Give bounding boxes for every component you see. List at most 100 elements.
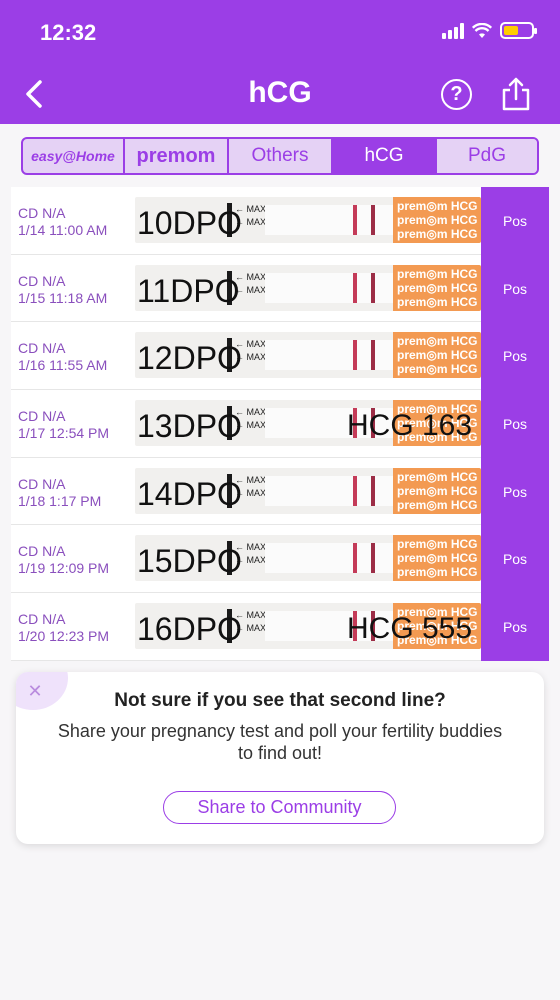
result-badge[interactable]: Pos: [481, 390, 549, 458]
tab-premom[interactable]: premom: [125, 139, 229, 173]
row-meta: CD N/A 1/20 12:23 PM: [18, 611, 109, 645]
test-datetime: 1/14 11:00 AM: [18, 222, 108, 238]
max-label: ← MAX: [235, 204, 267, 214]
strip-marker: [227, 270, 232, 305]
test-strip-photo[interactable]: ← MAX ← MAX prem◎m HCG prem◎m HCG prem◎m H…: [135, 603, 481, 650]
control-line: [371, 205, 375, 235]
strip-marker: [227, 541, 232, 576]
max-labels: ← MAX ← MAX: [235, 271, 266, 297]
strip-brand-label: prem◎m HCG prem◎m HCG prem◎m HCG: [393, 332, 481, 379]
max-label: ← MAX: [235, 217, 267, 227]
result-badge[interactable]: Pos: [481, 187, 549, 255]
card-title: Not sure if you see that second line?: [114, 690, 446, 711]
max-label: ← MAX: [235, 339, 267, 350]
test-strip-photo[interactable]: ← MAX ← MAX prem◎m HCG prem◎m HCG prem◎m H…: [135, 467, 481, 514]
test-strip-photo[interactable]: ← MAX ← MAX prem◎m HCG prem◎m HCG prem◎m H…: [135, 400, 481, 447]
test-row[interactable]: CD N/A 1/17 12:54 PM ← MAX ← MAX prem◎m …: [11, 390, 549, 458]
strip-marker: [227, 609, 232, 644]
test-list: CD N/A 1/14 11:00 AM ← MAX ← MAX prem◎m …: [11, 187, 549, 661]
dpo-label: 11DPO: [137, 272, 240, 309]
row-meta: CD N/A 1/14 11:00 AM: [18, 205, 107, 239]
max-label: ← MAX: [235, 352, 267, 363]
dpo-label: 14DPO: [137, 475, 242, 512]
tab-pdg[interactable]: PdG: [437, 139, 537, 173]
help-button[interactable]: ?: [441, 79, 472, 110]
strip-result-window: [265, 340, 395, 371]
app-header: 12:32 hCG ?: [0, 0, 560, 124]
strip-brand-label: prem◎m HCG prem◎m HCG prem◎m HCG: [393, 603, 481, 650]
cellular-signal-icon: [442, 22, 464, 39]
test-line: [353, 611, 357, 642]
test-datetime: 1/16 11:55 AM: [18, 357, 108, 374]
result-badge[interactable]: Pos: [481, 525, 549, 594]
row-meta: CD N/A 1/17 12:54 PM: [18, 408, 109, 442]
max-label: ← MAX: [235, 284, 267, 295]
control-line: [371, 340, 375, 371]
control-line: [371, 543, 375, 574]
row-meta: CD N/A 1/18 1:17 PM: [18, 476, 101, 510]
result-badge[interactable]: Pos: [481, 322, 549, 391]
strip-marker: [227, 203, 232, 237]
dpo-label: 13DPO: [137, 408, 242, 445]
strip-result-window: [265, 543, 395, 574]
control-line: [371, 408, 375, 439]
result-badge[interactable]: Pos: [481, 254, 549, 323]
control-line: [371, 611, 375, 642]
test-line: [353, 272, 357, 303]
test-datetime: 1/19 12:09 PM: [18, 560, 110, 577]
max-labels: ← MAX ← MAX: [235, 338, 266, 364]
test-row[interactable]: CD N/A 1/20 12:23 PM ← MAX ← MAX prem◎m …: [11, 593, 549, 661]
test-row[interactable]: CD N/A 1/15 11:18 AM ← MAX ← MAX prem◎m …: [11, 254, 549, 323]
max-label: ← MAX: [235, 420, 267, 431]
row-meta: CD N/A 1/16 11:55 AM: [18, 340, 107, 374]
result-badge[interactable]: Pos: [481, 457, 549, 526]
max-label: ← MAX: [235, 623, 267, 634]
strip-brand-label: prem◎m HCG prem◎m HCG prem◎m HCG: [393, 535, 481, 582]
battery-icon: [500, 22, 537, 39]
row-meta: CD N/A 1/19 12:09 PM: [18, 543, 109, 577]
test-datetime: 1/20 12:23 PM: [18, 628, 110, 645]
page-title: hCG: [248, 76, 312, 109]
share-to-community-button[interactable]: Share to Community: [163, 791, 396, 824]
max-labels: ← MAX ← MAX: [235, 406, 266, 432]
strip-result-window: [265, 205, 395, 235]
row-meta: CD N/A 1/15 11:18 AM: [18, 273, 107, 307]
max-label: ← MAX: [235, 407, 267, 418]
close-icon[interactable]: ✕: [27, 681, 43, 701]
max-label: ← MAX: [235, 474, 267, 485]
tab-easy-home[interactable]: easy@Home: [23, 139, 125, 173]
test-strip-photo[interactable]: ← MAX ← MAX prem◎m HCG prem◎m HCG prem◎m H…: [135, 332, 481, 379]
dpo-label: 12DPO: [137, 340, 242, 377]
tab-others[interactable]: Others: [229, 139, 333, 173]
max-label: ← MAX: [235, 610, 267, 621]
tab-hcg[interactable]: hCG: [333, 139, 437, 173]
control-line: [371, 475, 375, 506]
test-line: [353, 340, 357, 371]
test-datetime: 1/18 1:17 PM: [18, 492, 102, 509]
hcg-level-label: HCG 555: [347, 612, 473, 646]
strip-marker: [227, 406, 232, 441]
test-row[interactable]: CD N/A 1/14 11:00 AM ← MAX ← MAX prem◎m …: [11, 187, 549, 255]
test-strip-photo[interactable]: ← MAX ← MAX prem◎m HCG prem◎m HCG prem◎m H…: [135, 535, 481, 582]
dpo-label: 10DPO: [137, 205, 242, 241]
test-strip-photo[interactable]: ← MAX ← MAX prem◎m HCG prem◎m HCG prem◎m H…: [135, 264, 481, 311]
brand-tab-bar: easy@Home premom Others hCG PdG: [21, 137, 539, 175]
share-prompt-card: ✕ Not sure if you see that second line? …: [16, 672, 544, 844]
strip-brand-label: prem◎m HCG prem◎m HCG prem◎m HCG: [393, 467, 481, 514]
max-labels: ← MAX ← MAX: [235, 203, 266, 229]
back-button[interactable]: [20, 76, 52, 112]
test-row[interactable]: CD N/A 1/18 1:17 PM ← MAX ← MAX prem◎m H…: [11, 457, 549, 526]
test-row[interactable]: CD N/A 1/16 11:55 AM ← MAX ← MAX prem◎m …: [11, 322, 549, 391]
test-datetime: 1/15 11:18 AM: [18, 289, 108, 306]
cycle-day: CD N/A: [18, 611, 66, 628]
test-line: [353, 408, 357, 439]
share-button[interactable]: [500, 76, 532, 112]
result-badge[interactable]: Pos: [481, 593, 549, 661]
strip-brand-label: prem◎m HCG prem◎m HCG prem◎m HCG: [393, 400, 481, 447]
test-datetime: 1/17 12:54 PM: [18, 425, 110, 442]
card-body: Share your pregnancy test and poll your …: [57, 721, 503, 763]
test-strip-photo[interactable]: ← MAX ← MAX prem◎m HCG prem◎m HCG prem◎m H…: [135, 197, 481, 243]
cycle-day: CD N/A: [18, 340, 66, 357]
test-row[interactable]: CD N/A 1/19 12:09 PM ← MAX ← MAX prem◎m …: [11, 525, 549, 594]
dpo-label: 16DPO: [137, 611, 242, 648]
